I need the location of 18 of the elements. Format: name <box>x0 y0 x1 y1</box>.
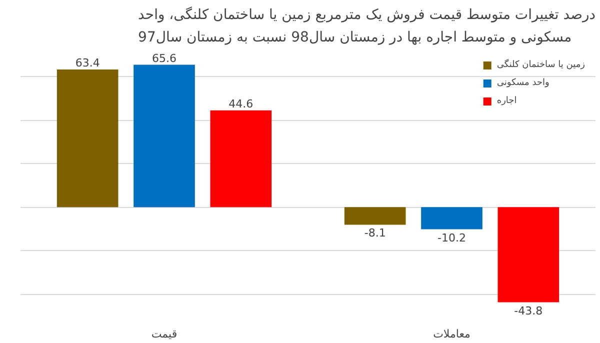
bar <box>344 207 406 225</box>
legend-label: اجاره <box>496 96 517 106</box>
chart-title: درصد تغییرات متوسط قیمت فروش یک مترمربع زمین یا ساختمان کلنگی، واحد مسکونی و متوسط اجاره بها در زمستان سال98 نسبت به زمستان سال97 <box>138 6 596 46</box>
data-label: -43.8 <box>514 304 543 318</box>
data-label: -8.1 <box>364 226 386 240</box>
data-label: -10.2 <box>438 231 466 244</box>
bar <box>134 64 195 208</box>
bar <box>56 70 118 208</box>
x-tick-label: قیمت <box>151 328 178 340</box>
bar <box>421 207 482 230</box>
legend-label: واحد مسکونی <box>496 78 550 88</box>
data-label: 63.4 <box>75 56 100 70</box>
bar <box>498 207 560 302</box>
bar <box>210 110 272 208</box>
x-tick-label: معاملات <box>433 328 471 340</box>
legend-label: زمین یا ساختمان کلنگی <box>496 60 585 70</box>
data-label: 65.6 <box>152 52 177 65</box>
data-label: 44.6 <box>228 97 254 110</box>
